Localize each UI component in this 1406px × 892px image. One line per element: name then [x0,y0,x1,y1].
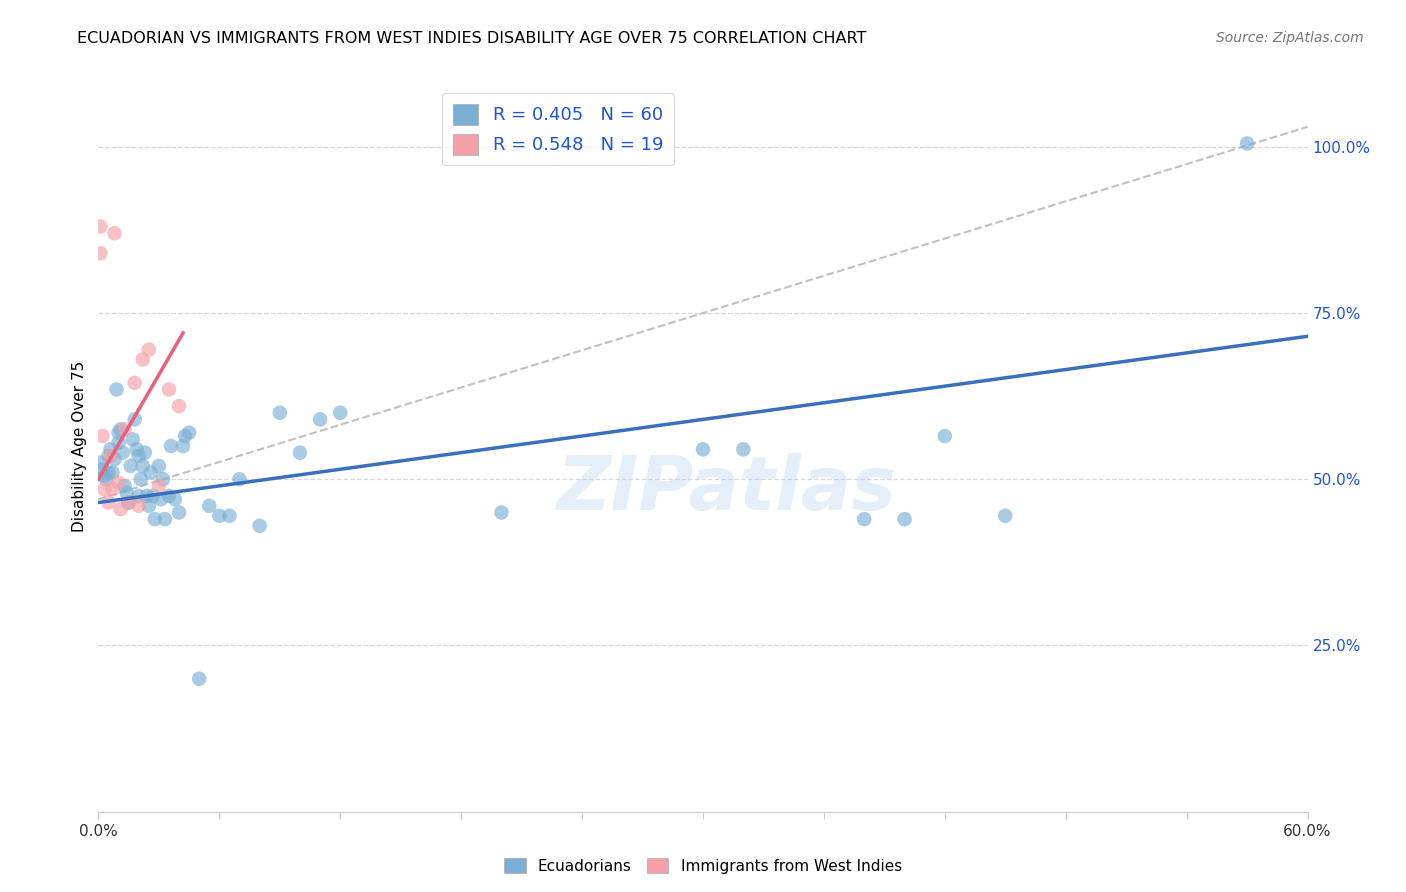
Point [163,492,186,507]
Point [153,512,176,526]
Point [128,449,150,463]
Point [91,429,114,443]
Point [157,489,180,503]
Point [188,672,211,686]
Y-axis label: Disability Age Over 75: Disability Age Over 75 [72,360,87,532]
Point [218,508,240,523]
Point [97,449,120,463]
Point [692,442,714,457]
Point [132,352,155,367]
Text: Source: ZipAtlas.com: Source: ZipAtlas.com [1216,31,1364,45]
Point [100,449,122,463]
Point [733,442,755,457]
Point [93,482,115,496]
Point [89,219,111,234]
Point [160,439,183,453]
Point [97,466,120,480]
Text: ZIPatlas: ZIPatlas [557,453,897,526]
Point [110,502,132,516]
Point [853,512,876,526]
Point [120,458,142,473]
Point [125,442,148,457]
Point [110,422,132,436]
Point [157,383,180,397]
Point [107,425,129,440]
Point [114,422,136,436]
Point [107,435,129,450]
Point [934,429,956,443]
Point [167,399,190,413]
Point [96,472,118,486]
Point [93,469,115,483]
Point [142,489,165,503]
Point [111,445,134,459]
Point [994,508,1017,523]
Point [89,246,111,260]
Point [228,472,250,486]
Point [148,479,170,493]
Point [172,439,194,453]
Point [135,489,157,503]
Point [309,412,332,426]
Point [124,412,146,426]
Point [491,506,513,520]
Point [208,508,231,523]
Point [103,452,125,467]
Point [167,506,190,520]
Point [138,343,160,357]
Legend: R = 0.405   N = 60, R = 0.548   N = 19: R = 0.405 N = 60, R = 0.548 N = 19 [441,93,673,165]
Point [249,518,271,533]
Point [152,472,174,486]
Point [148,458,170,473]
Point [114,479,136,493]
Point [91,462,114,476]
Point [89,456,111,470]
Point [107,475,129,490]
Point [118,495,141,509]
Point [174,429,197,443]
Point [128,499,150,513]
Point [115,485,138,500]
Text: ECUADORIAN VS IMMIGRANTS FROM WEST INDIES DISABILITY AGE OVER 75 CORRELATION CHA: ECUADORIAN VS IMMIGRANTS FROM WEST INDIE… [77,31,866,46]
Point [138,499,160,513]
Point [198,499,221,513]
Point [329,406,352,420]
Point [269,406,291,420]
Point [134,445,156,459]
Point [128,489,150,503]
Point [118,495,141,509]
Point [893,512,915,526]
Point [143,512,166,526]
Point [129,472,152,486]
Point [101,466,124,480]
Point [132,458,155,473]
Point [139,466,162,480]
Point [124,376,146,390]
Point [121,433,143,447]
Point [1236,136,1258,151]
Point [288,445,311,459]
Point [149,492,172,507]
Point [100,442,122,457]
Point [101,482,124,496]
Legend: Ecuadorians, Immigrants from West Indies: Ecuadorians, Immigrants from West Indies [498,852,908,880]
Point [97,495,120,509]
Point [105,383,128,397]
Point [103,226,125,240]
Point [179,425,201,440]
